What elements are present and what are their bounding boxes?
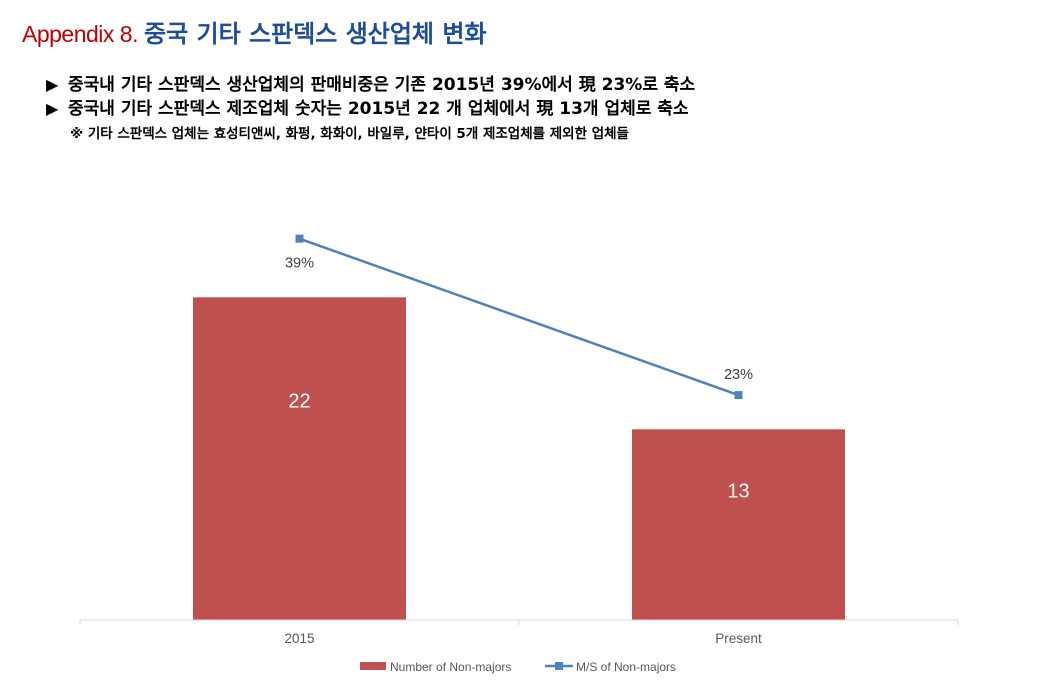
bar-present xyxy=(632,429,845,620)
legend-bar-swatch xyxy=(360,662,386,670)
ms-point-marker xyxy=(734,391,743,400)
ms-line xyxy=(299,237,739,397)
bullet-market-share: ▶ 중국내 기타 스판덱스 생산업체의 판매비중은 기존 2015년 39%에서 … xyxy=(46,73,695,97)
bar-value-label: 13 xyxy=(727,480,749,502)
ms-point-label: 23% xyxy=(724,367,753,383)
legend-line-marker xyxy=(555,662,563,670)
ms-point-label: 39% xyxy=(285,256,314,272)
bullet-producer-count-text: 중국내 기타 스판덱스 제조업체 숫자는 2015년 22 개 업체에서 現 1… xyxy=(68,99,689,119)
bar-value-label: 22 xyxy=(288,391,310,413)
bullet-producer-count: ▶ 중국내 기타 스판덱스 제조업체 숫자는 2015년 22 개 업체에서 現 … xyxy=(46,97,695,121)
page-heading: 중국 기타 스판덱스 생산업체 변화 xyxy=(143,20,487,48)
summary-bullets: ▶ 중국내 기타 스판덱스 생산업체의 판매비중은 기존 2015년 39%에서 … xyxy=(46,73,695,144)
triangle-bullet-icon: ▶ xyxy=(46,99,59,118)
bullet-market-share-text: 중국내 기타 스판덱스 생산업체의 판매비중은 기존 2015년 39%에서 現… xyxy=(68,75,696,95)
bar-2015 xyxy=(193,297,406,620)
legend-bar-label: Number of Non-majors xyxy=(390,660,511,674)
x-tick-label: 2015 xyxy=(284,631,314,646)
triangle-bullet-icon: ▶ xyxy=(46,75,59,94)
x-tick-label: Present xyxy=(715,631,762,646)
ms-point-marker xyxy=(295,234,304,243)
legend-line-label: M/S of Non-majors xyxy=(576,660,676,674)
appendix-label: Appendix 8. xyxy=(22,21,138,47)
page-title: Appendix 8. 중국 기타 스판덱스 생산업체 변화 xyxy=(22,22,487,46)
footnote: ※ 기타 스판덱스 업체는 효성티앤씨, 화펑, 화화이, 바일루, 얀타이 5… xyxy=(70,126,629,142)
